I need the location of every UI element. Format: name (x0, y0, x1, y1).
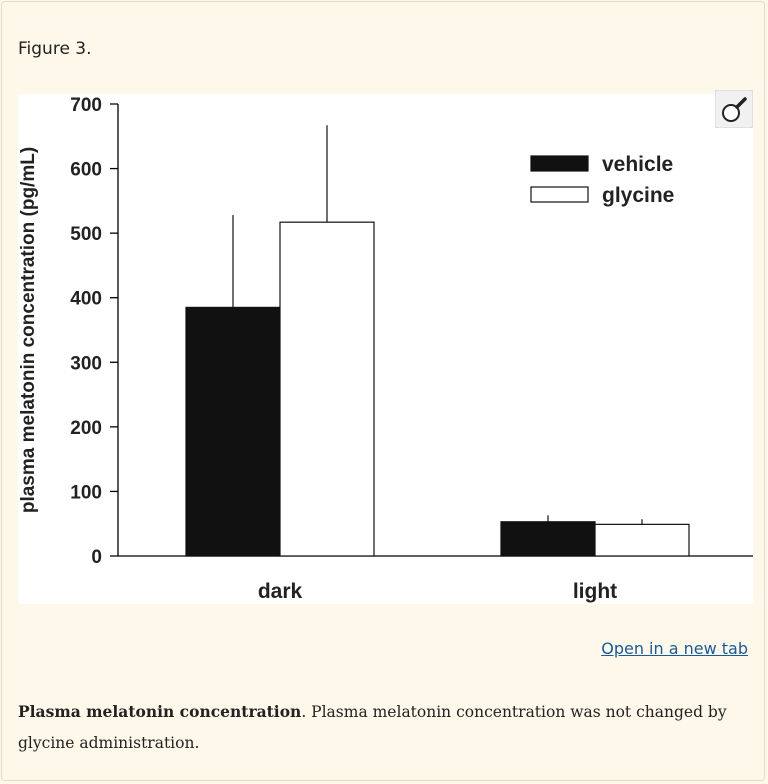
legend-swatch-glycine (530, 186, 589, 203)
figure-image: 0 100 200 300 400 500 600 700 plasma melatonin c… (18, 94, 753, 604)
y-tick-label-1: 100 (70, 482, 102, 503)
caption-title: Plasma melatonin concentration (18, 702, 302, 721)
bar-vehicle-light (500, 521, 596, 557)
bar-chart: 0 100 200 300 400 500 600 700 plasma melatonin c… (18, 95, 753, 603)
y-tick-label-3: 300 (70, 353, 102, 374)
x-tick-label-light: light (573, 580, 617, 603)
figure-label: Figure 3. (18, 39, 92, 59)
legend-label-vehicle: vehicle (602, 153, 673, 176)
magnifier-icon (714, 89, 754, 129)
bar-glycine-light (594, 523, 690, 557)
y-tick-label-4: 400 (70, 289, 102, 310)
y-tick-label-7: 700 (70, 95, 102, 116)
bar-vehicle-dark (185, 306, 281, 557)
y-axis-title: plasma melatonin concentration (pg/mL) (18, 147, 39, 513)
y-tick-label-0: 0 (91, 547, 102, 568)
y-tick-label-6: 600 (70, 160, 102, 181)
figure-caption: Plasma melatonin concentration. Plasma m… (18, 696, 738, 759)
open-in-new-tab-link[interactable]: Open in a new tab (601, 639, 748, 658)
y-tick-label-5: 500 (70, 224, 102, 245)
legend-label-glycine: glycine (602, 184, 674, 207)
y-tick-label-2: 200 (70, 418, 102, 439)
caption-text: . Plasma melatonin concentration was not… (18, 703, 727, 752)
x-tick-label-dark: dark (258, 580, 303, 603)
legend-swatch-vehicle (530, 155, 589, 172)
bar-glycine-dark (279, 221, 375, 557)
zoom-button[interactable] (714, 89, 754, 129)
